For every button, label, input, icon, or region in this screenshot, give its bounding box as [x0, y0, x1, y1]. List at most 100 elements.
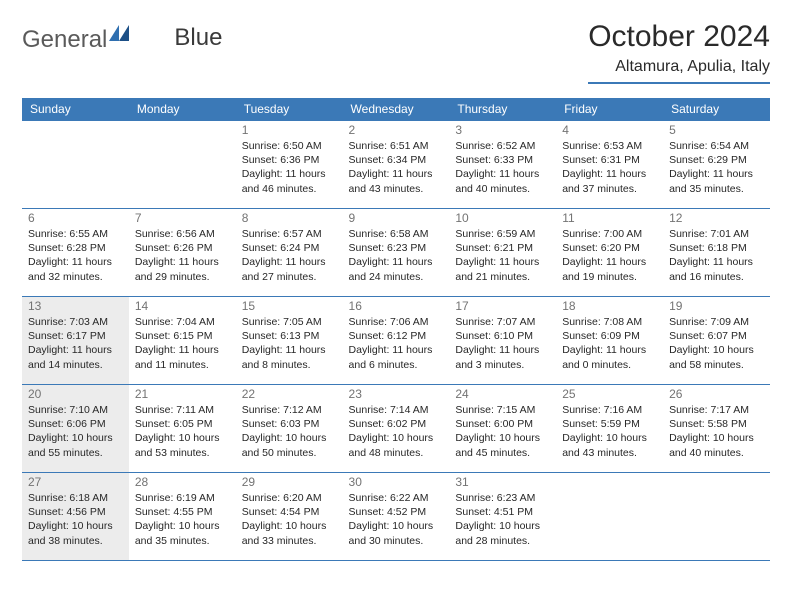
calendar-body: 1 Sunrise: 6:50 AMSunset: 6:36 PMDaylight… — [22, 121, 770, 561]
day-number: 15 — [242, 299, 337, 313]
day-details: Sunrise: 7:12 AMSunset: 6:03 PMDaylight:… — [242, 403, 337, 460]
day-number: 19 — [669, 299, 764, 313]
weekday-header: Wednesday — [343, 98, 450, 121]
calendar-day-cell: 15 Sunrise: 7:05 AMSunset: 6:13 PMDayligh… — [236, 297, 343, 385]
day-details: Sunrise: 7:05 AMSunset: 6:13 PMDaylight:… — [242, 315, 337, 372]
weekday-header: Thursday — [449, 98, 556, 121]
calendar-empty-cell — [22, 121, 129, 209]
calendar-day-cell: 9Sunrise: 6:58 AMSunset: 6:23 PMDaylight… — [343, 209, 450, 297]
day-details: Sunrise: 7:17 AMSunset: 5:58 PMDaylight:… — [669, 403, 764, 460]
day-details: Sunrise: 7:00 AMSunset: 6:20 PMDaylight:… — [562, 227, 657, 284]
day-details: Sunrise: 6:54 AMSunset: 6:29 PMDaylight:… — [669, 139, 764, 196]
day-number: 2 — [349, 123, 444, 137]
calendar-week-row: 1 Sunrise: 6:50 AMSunset: 6:36 PMDaylight… — [22, 121, 770, 209]
calendar-header-row: SundayMondayTuesdayWednesdayThursdayFrid… — [22, 98, 770, 121]
day-details: Sunrise: 6:56 AMSunset: 6:26 PMDaylight:… — [135, 227, 230, 284]
calendar-day-cell: 13 Sunrise: 7:03 AMSunset: 6:17 PMDayligh… — [22, 297, 129, 385]
day-number: 24 — [455, 387, 550, 401]
logo-text-1: General — [22, 26, 107, 54]
day-number: 16 — [349, 299, 444, 313]
calendar-empty-cell — [129, 121, 236, 209]
logo-text-2: Blue — [174, 24, 222, 52]
day-number: 29 — [242, 475, 337, 489]
calendar-day-cell: 31 Sunrise: 6:23 AMSunset: 4:51 PMDayligh… — [449, 473, 556, 561]
day-details: Sunrise: 7:11 AMSunset: 6:05 PMDaylight:… — [135, 403, 230, 460]
calendar-day-cell: 27 Sunrise: 6:18 AMSunset: 4:56 PMDayligh… — [22, 473, 129, 561]
day-number: 28 — [135, 475, 230, 489]
calendar-day-cell: 21Sunrise: 7:11 AMSunset: 6:05 PMDayligh… — [129, 385, 236, 473]
calendar-day-cell: 30 Sunrise: 6:22 AMSunset: 4:52 PMDayligh… — [343, 473, 450, 561]
day-number: 13 — [28, 299, 123, 313]
calendar-day-cell: 28 Sunrise: 6:19 AMSunset: 4:55 PMDayligh… — [129, 473, 236, 561]
day-details: Sunrise: 7:14 AMSunset: 6:02 PMDaylight:… — [349, 403, 444, 460]
calendar-day-cell: 18 Sunrise: 7:08 AMSunset: 6:09 PMDayligh… — [556, 297, 663, 385]
day-details: Sunrise: 6:57 AMSunset: 6:24 PMDaylight:… — [242, 227, 337, 284]
calendar-week-row: 6Sunrise: 6:55 AMSunset: 6:28 PMDaylight… — [22, 209, 770, 297]
day-number: 14 — [135, 299, 230, 313]
day-number: 10 — [455, 211, 550, 225]
logo: General Blue — [22, 26, 222, 54]
day-details: Sunrise: 6:19 AMSunset: 4:55 PMDaylight:… — [135, 491, 230, 548]
day-details: Sunrise: 6:52 AMSunset: 6:33 PMDaylight:… — [455, 139, 550, 196]
day-number: 1 — [242, 123, 337, 137]
day-number: 9 — [349, 211, 444, 225]
day-number: 26 — [669, 387, 764, 401]
calendar-day-cell: 11 Sunrise: 7:00 AMSunset: 6:20 PMDayligh… — [556, 209, 663, 297]
calendar-day-cell: 23 Sunrise: 7:14 AMSunset: 6:02 PMDayligh… — [343, 385, 450, 473]
calendar-day-cell: 14 Sunrise: 7:04 AMSunset: 6:15 PMDayligh… — [129, 297, 236, 385]
day-number: 17 — [455, 299, 550, 313]
calendar-day-cell: 16 Sunrise: 7:06 AMSunset: 6:12 PMDayligh… — [343, 297, 450, 385]
day-details: Sunrise: 6:59 AMSunset: 6:21 PMDaylight:… — [455, 227, 550, 284]
calendar-day-cell: 19 Sunrise: 7:09 AMSunset: 6:07 PMDayligh… — [663, 297, 770, 385]
calendar-day-cell: 7Sunrise: 6:56 AMSunset: 6:26 PMDaylight… — [129, 209, 236, 297]
day-number: 8 — [242, 211, 337, 225]
weekday-header: Sunday — [22, 98, 129, 121]
day-details: Sunrise: 6:51 AMSunset: 6:34 PMDaylight:… — [349, 139, 444, 196]
page-title: October 2024 — [588, 20, 770, 54]
day-number: 3 — [455, 123, 550, 137]
day-number: 12 — [669, 211, 764, 225]
calendar-week-row: 13 Sunrise: 7:03 AMSunset: 6:17 PMDayligh… — [22, 297, 770, 385]
day-number: 4 — [562, 123, 657, 137]
calendar-day-cell: 17 Sunrise: 7:07 AMSunset: 6:10 PMDayligh… — [449, 297, 556, 385]
day-details: Sunrise: 6:22 AMSunset: 4:52 PMDaylight:… — [349, 491, 444, 548]
header: General Blue October 2024 Altamura, Apul… — [22, 20, 770, 84]
weekday-header: Saturday — [663, 98, 770, 121]
calendar-page: General Blue October 2024 Altamura, Apul… — [0, 0, 792, 581]
day-number: 30 — [349, 475, 444, 489]
day-details: Sunrise: 7:03 AMSunset: 6:17 PMDaylight:… — [28, 315, 123, 372]
day-number: 23 — [349, 387, 444, 401]
calendar-day-cell: 5Sunrise: 6:54 AMSunset: 6:29 PMDaylight… — [663, 121, 770, 209]
calendar-day-cell: 22Sunrise: 7:12 AMSunset: 6:03 PMDayligh… — [236, 385, 343, 473]
calendar-week-row: 27 Sunrise: 6:18 AMSunset: 4:56 PMDayligh… — [22, 473, 770, 561]
calendar-table: SundayMondayTuesdayWednesdayThursdayFrid… — [22, 98, 770, 561]
calendar-day-cell: 8 Sunrise: 6:57 AMSunset: 6:24 PMDaylight… — [236, 209, 343, 297]
location-text: Altamura, Apulia, Italy — [588, 58, 770, 84]
day-details: Sunrise: 7:08 AMSunset: 6:09 PMDaylight:… — [562, 315, 657, 372]
calendar-day-cell: 26 Sunrise: 7:17 AMSunset: 5:58 PMDayligh… — [663, 385, 770, 473]
day-number: 11 — [562, 211, 657, 225]
logo-mark-icon — [109, 20, 129, 48]
day-details: Sunrise: 6:18 AMSunset: 4:56 PMDaylight:… — [28, 491, 123, 548]
day-number: 31 — [455, 475, 550, 489]
day-details: Sunrise: 7:06 AMSunset: 6:12 PMDaylight:… — [349, 315, 444, 372]
title-block: October 2024 Altamura, Apulia, Italy — [588, 20, 770, 84]
day-details: Sunrise: 6:23 AMSunset: 4:51 PMDaylight:… — [455, 491, 550, 548]
day-number: 18 — [562, 299, 657, 313]
calendar-day-cell: 12 Sunrise: 7:01 AMSunset: 6:18 PMDayligh… — [663, 209, 770, 297]
calendar-day-cell: 10 Sunrise: 6:59 AMSunset: 6:21 PMDayligh… — [449, 209, 556, 297]
day-details: Sunrise: 7:07 AMSunset: 6:10 PMDaylight:… — [455, 315, 550, 372]
weekday-header: Monday — [129, 98, 236, 121]
calendar-day-cell: 2 Sunrise: 6:51 AMSunset: 6:34 PMDaylight… — [343, 121, 450, 209]
calendar-empty-cell — [663, 473, 770, 561]
weekday-header: Tuesday — [236, 98, 343, 121]
calendar-day-cell: 20Sunrise: 7:10 AMSunset: 6:06 PMDayligh… — [22, 385, 129, 473]
day-number: 25 — [562, 387, 657, 401]
day-details: Sunrise: 7:04 AMSunset: 6:15 PMDaylight:… — [135, 315, 230, 372]
day-details: Sunrise: 6:55 AMSunset: 6:28 PMDaylight:… — [28, 227, 123, 284]
day-number: 27 — [28, 475, 123, 489]
day-details: Sunrise: 7:01 AMSunset: 6:18 PMDaylight:… — [669, 227, 764, 284]
day-details: Sunrise: 6:50 AMSunset: 6:36 PMDaylight:… — [242, 139, 337, 196]
calendar-day-cell: 6Sunrise: 6:55 AMSunset: 6:28 PMDaylight… — [22, 209, 129, 297]
day-details: Sunrise: 7:09 AMSunset: 6:07 PMDaylight:… — [669, 315, 764, 372]
